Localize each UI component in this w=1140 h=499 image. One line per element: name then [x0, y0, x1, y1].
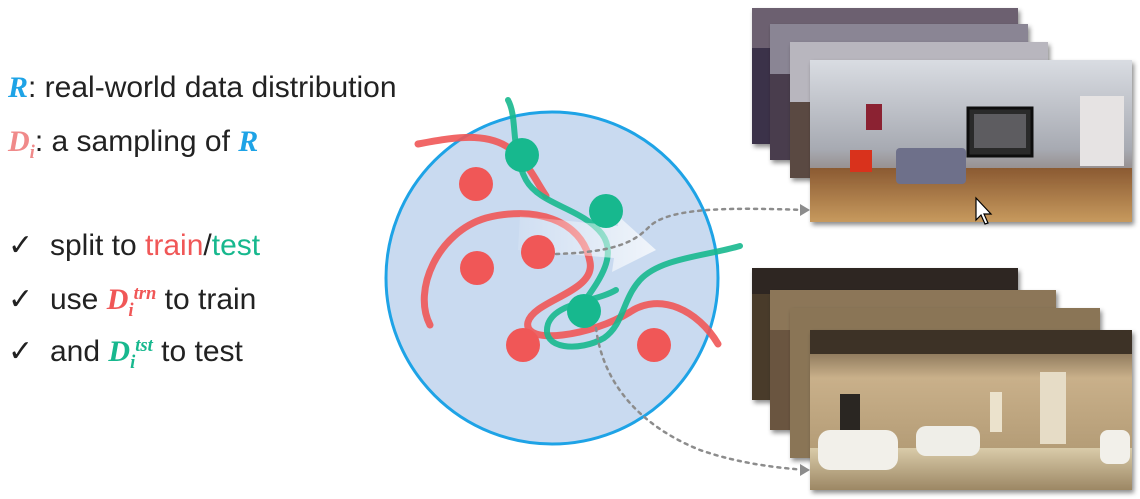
and-symbol: D: [108, 335, 131, 368]
legend-r: R: real-world data distribution: [8, 70, 397, 106]
sampling-arrow: [518, 214, 656, 272]
r-description: : real-world data distribution: [28, 71, 397, 104]
panorama-stack-bottom: [752, 268, 1132, 490]
d-description: : a sampling of: [34, 125, 239, 158]
cursor-icon: [975, 196, 993, 225]
split-train: train: [145, 229, 204, 262]
connector-top-arrowhead: [800, 204, 810, 216]
split-slash: /: [203, 229, 212, 262]
use-symbol: D: [106, 283, 129, 316]
check-icon: ✓: [8, 335, 34, 368]
train-boundary-upper: [414, 134, 550, 200]
train-point: [521, 235, 555, 269]
and-suffix: to test: [152, 335, 243, 368]
check-icon: ✓: [8, 229, 34, 262]
and-prefix: and: [50, 335, 109, 368]
test-point: [505, 138, 539, 172]
panorama-image: [810, 330, 1132, 490]
check-icon: ✓: [8, 283, 34, 316]
train-boundary-lower: [420, 210, 722, 348]
d-ref-symbol: R: [238, 125, 259, 158]
distribution-circle: [384, 110, 720, 446]
test-point: [589, 194, 623, 228]
bullet-and: ✓ and Ditst to test: [8, 334, 243, 374]
train-point: [637, 328, 671, 362]
and-subscript: i: [130, 351, 136, 373]
train-point: [506, 328, 540, 362]
r-symbol: R: [8, 71, 29, 104]
use-prefix: use: [50, 283, 107, 316]
use-suffix: to train: [156, 283, 257, 316]
bullet-split: ✓ split to train/test: [8, 228, 260, 264]
legend-d: Di: a sampling of R: [8, 124, 258, 164]
connector-bottom: [594, 326, 808, 472]
train-point: [459, 167, 493, 201]
test-boundary-upper: [505, 97, 611, 305]
test-boundary-lower: [544, 243, 743, 350]
train-point: [460, 251, 494, 285]
test-point: [567, 294, 601, 328]
d-subscript: i: [29, 141, 35, 163]
panorama-image: [810, 60, 1132, 222]
panorama-stack-top: [752, 8, 1132, 222]
use-superscript: trn: [133, 282, 157, 304]
connector-bottom-arrowhead: [800, 464, 810, 476]
split-prefix: split to: [50, 229, 146, 262]
connector-top: [554, 207, 808, 256]
split-test: test: [211, 229, 261, 262]
use-subscript: i: [128, 299, 134, 321]
d-symbol: D: [8, 125, 30, 158]
and-superscript: tst: [135, 334, 153, 356]
bullet-use: ✓ use Ditrn to train: [8, 282, 256, 322]
